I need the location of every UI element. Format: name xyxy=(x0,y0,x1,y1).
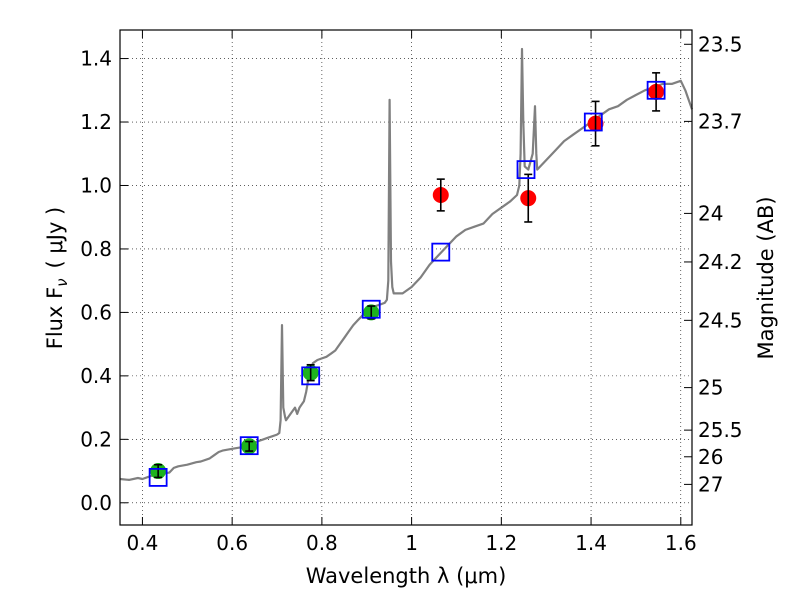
magnitude-tick-label: 24.5 xyxy=(698,308,743,332)
y-axis-label: Flux Fν ( μJy ) xyxy=(43,207,71,350)
model-photometry-square xyxy=(301,366,321,386)
model-photometry-square xyxy=(361,299,381,319)
magnitude-tick-label: 27 xyxy=(698,472,723,496)
y-axis-label-unit: ( μJy ) xyxy=(43,207,67,269)
y-tick-label: 0.4 xyxy=(80,364,112,388)
model-photometry-layer xyxy=(148,80,666,487)
right-axis-label: Magnitude (AB) xyxy=(754,196,778,359)
y-tick-label: 0.2 xyxy=(80,427,112,451)
observed-photometry-layer xyxy=(150,72,665,480)
grid xyxy=(120,30,692,525)
model-photometry-square xyxy=(431,242,451,262)
spectrum-layer xyxy=(119,47,694,481)
model-photometry-square xyxy=(646,80,666,100)
magnitude-tick-label: 23.7 xyxy=(698,109,743,133)
y-axis-label-subscript: ν xyxy=(53,278,71,286)
svg-text:Flux Fν( μJy ): Flux Fν ( μJy ) xyxy=(43,207,71,350)
y-tick-label: 1.2 xyxy=(80,110,112,134)
y-tick-label: 0.0 xyxy=(80,491,112,515)
x-tick-label: 0.8 xyxy=(306,531,338,555)
x-tick-label: 0.4 xyxy=(127,531,159,555)
magnitude-tick-label: 24.2 xyxy=(698,250,743,274)
x-tick-label: 0.6 xyxy=(216,531,248,555)
x-axis-label: Wavelength λ (μm) xyxy=(306,564,507,588)
spectrum-line xyxy=(119,47,694,481)
y-axis-label-main: Flux F xyxy=(43,287,67,349)
y-tick-label: 1.4 xyxy=(80,47,112,71)
model-photometry-square xyxy=(516,160,536,180)
y-tick-label: 0.8 xyxy=(80,237,112,261)
plot-frame xyxy=(119,29,693,526)
magnitude-tick-label: 25.5 xyxy=(698,418,743,442)
axis-ticks: 0.4 0.6 0.8 1 1.2 1.4 1.6 0.0 0.2 0.4 0.6 0.8 1.0 1.2… xyxy=(80,30,743,555)
x-tick-label: 1 xyxy=(405,531,418,555)
model-photometry-square xyxy=(148,468,168,487)
model-photometry-square xyxy=(239,436,259,456)
magnitude-tick-label: 23.5 xyxy=(698,32,743,56)
magnitude-tick-label: 24 xyxy=(698,201,723,225)
x-tick-label: 1.6 xyxy=(665,531,697,555)
magnitude-tick-label: 26 xyxy=(698,445,723,469)
magnitude-tick-label: 25 xyxy=(698,376,723,400)
y-tick-label: 0.6 xyxy=(80,300,112,324)
x-tick-label: 1.2 xyxy=(485,531,517,555)
model-photometry-square xyxy=(583,112,603,132)
x-tick-label: 1.4 xyxy=(575,531,607,555)
y-tick-label: 1.0 xyxy=(80,173,112,197)
